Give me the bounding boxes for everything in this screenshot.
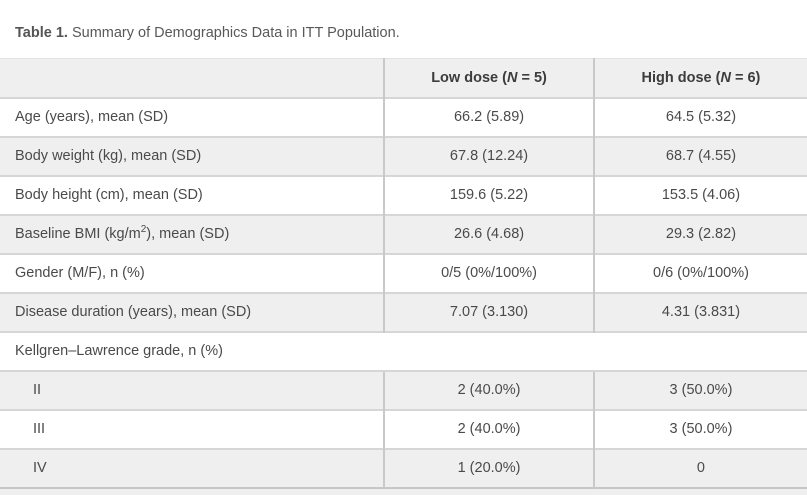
demographics-table: Low dose (N = 5) High dose (N = 6) Age (… bbox=[0, 58, 807, 489]
table-row-body-weight: Body weight (kg), mean (SD) 67.8 (12.24)… bbox=[0, 135, 807, 176]
row-label-text: ), mean (SD) bbox=[146, 226, 230, 242]
column-header-high-dose: High dose (N = 6) bbox=[592, 58, 807, 98]
high-dose-value: 0 bbox=[592, 447, 807, 488]
high-dose-value: 0/6 (0%/100%) bbox=[592, 252, 807, 293]
header-n-italic: N bbox=[720, 69, 731, 86]
table-caption: Table 1. Summary of Demographics Data in… bbox=[0, 0, 807, 42]
low-dose-value: 2 (40.0%) bbox=[383, 369, 594, 410]
table-caption-number: Table 1. bbox=[15, 25, 68, 41]
low-dose-value: 66.2 (5.89) bbox=[383, 96, 594, 137]
high-dose-value: 29.3 (2.82) bbox=[592, 213, 807, 254]
low-dose-value: 2 (40.0%) bbox=[383, 408, 594, 449]
page-background-strip bbox=[0, 488, 807, 495]
low-dose-value: 26.6 (4.68) bbox=[383, 213, 594, 254]
superscript: 2 bbox=[140, 224, 147, 236]
row-label: II bbox=[0, 369, 385, 410]
column-header-low-dose: Low dose (N = 5) bbox=[383, 58, 594, 98]
low-dose-value: 7.07 (3.130) bbox=[383, 291, 594, 332]
header-text: = 5) bbox=[517, 69, 547, 86]
high-dose-value: 3 (50.0%) bbox=[592, 408, 807, 449]
header-row: Low dose (N = 5) High dose (N = 6) bbox=[0, 58, 807, 98]
row-label: III bbox=[0, 408, 385, 449]
high-dose-value: 153.5 (4.06) bbox=[592, 174, 807, 215]
row-label: Baseline BMI (kg/m2), mean (SD) bbox=[0, 213, 385, 254]
table-row-disease-duration: Disease duration (years), mean (SD) 7.07… bbox=[0, 291, 807, 332]
low-dose-value: 1 (20.0%) bbox=[383, 447, 594, 488]
header-n-italic: N bbox=[506, 69, 518, 86]
high-dose-value: 64.5 (5.32) bbox=[592, 96, 807, 137]
row-label: Age (years), mean (SD) bbox=[0, 96, 385, 137]
row-label: Kellgren–Lawrence grade, n (%) bbox=[0, 330, 807, 371]
high-dose-value: 4.31 (3.831) bbox=[592, 291, 807, 332]
header-text: = 6) bbox=[730, 69, 761, 86]
table-caption-text: Summary of Demographics Data in ITT Popu… bbox=[71, 25, 400, 41]
header-text: Low dose ( bbox=[431, 69, 507, 86]
table-row-baseline-bmi: Baseline BMI (kg/m2), mean (SD) 26.6 (4.… bbox=[0, 213, 807, 254]
row-label: Body height (cm), mean (SD) bbox=[0, 174, 385, 215]
high-dose-value: 68.7 (4.55) bbox=[592, 135, 807, 176]
low-dose-value: 159.6 (5.22) bbox=[383, 174, 594, 215]
table-row-gender: Gender (M/F), n (%) 0/5 (0%/100%) 0/6 (0… bbox=[0, 252, 807, 293]
low-dose-value: 67.8 (12.24) bbox=[383, 135, 594, 176]
table-row-grade-iii: III 2 (40.0%) 3 (50.0%) bbox=[0, 408, 807, 449]
high-dose-value: 3 (50.0%) bbox=[592, 369, 807, 410]
row-label: Body weight (kg), mean (SD) bbox=[0, 135, 385, 176]
row-label: Disease duration (years), mean (SD) bbox=[0, 291, 385, 332]
row-label-text: Baseline BMI (kg/m bbox=[15, 226, 141, 242]
table-row-grade-iv: IV 1 (20.0%) 0 bbox=[0, 447, 807, 488]
header-text: High dose ( bbox=[641, 69, 721, 86]
row-label: Gender (M/F), n (%) bbox=[0, 252, 385, 293]
column-header-empty bbox=[0, 58, 385, 98]
table-row-age: Age (years), mean (SD) 66.2 (5.89) 64.5 … bbox=[0, 96, 807, 137]
table-row-grade-ii: II 2 (40.0%) 3 (50.0%) bbox=[0, 369, 807, 410]
low-dose-value: 0/5 (0%/100%) bbox=[383, 252, 594, 293]
table-row-kellgren-lawrence-group: Kellgren–Lawrence grade, n (%) bbox=[0, 330, 807, 371]
table-row-body-height: Body height (cm), mean (SD) 159.6 (5.22)… bbox=[0, 174, 807, 215]
row-label: IV bbox=[0, 447, 385, 488]
